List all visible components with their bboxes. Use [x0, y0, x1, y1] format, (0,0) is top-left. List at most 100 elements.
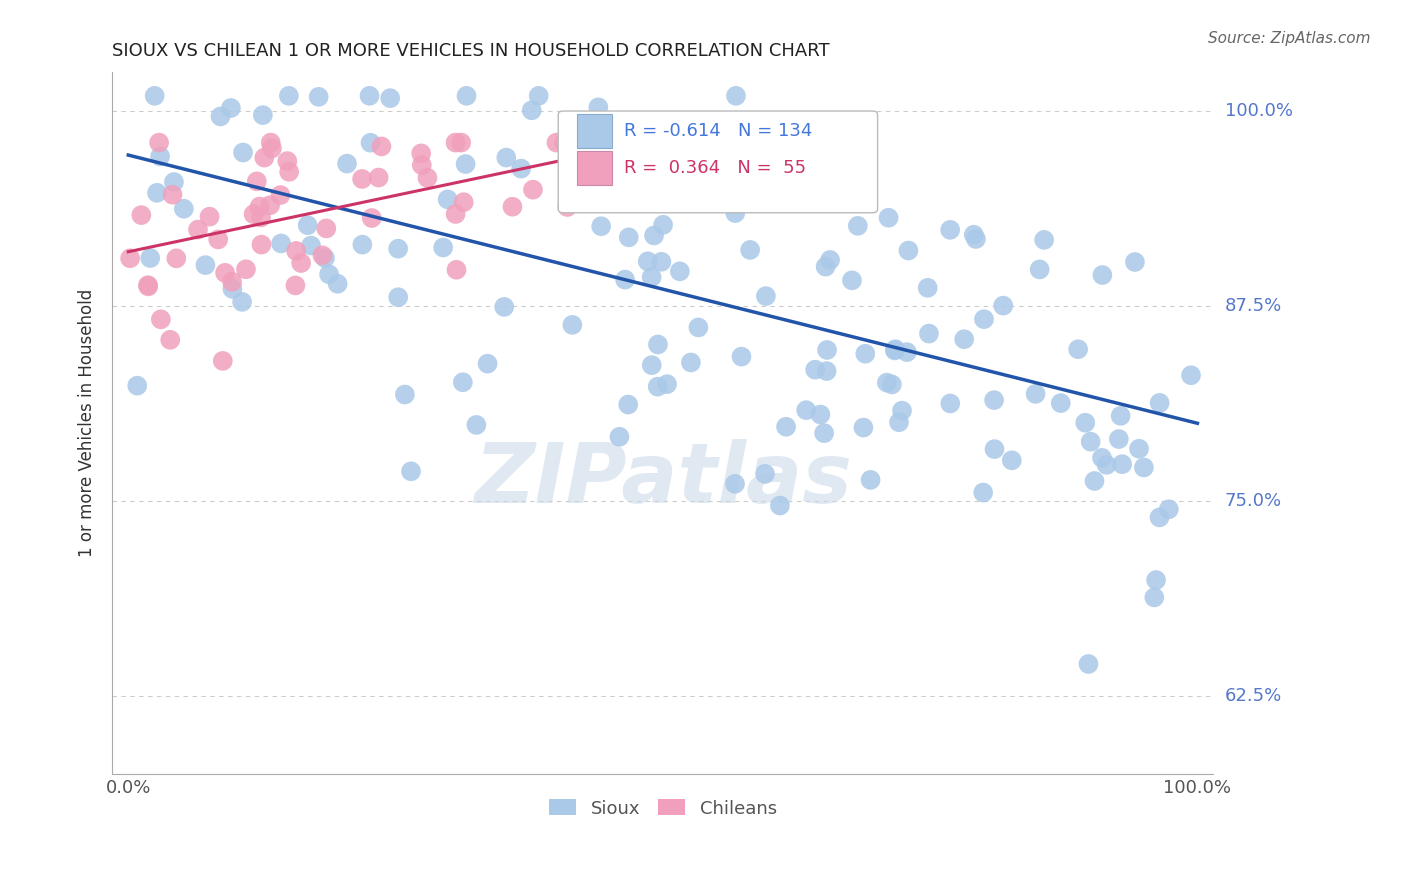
Point — [1128, 442, 1150, 456]
Point — [555, 200, 578, 214]
Point — [655, 377, 678, 392]
Point — [963, 227, 986, 242]
Point — [198, 210, 221, 224]
Point — [520, 103, 543, 118]
Point — [1001, 453, 1024, 467]
Point — [815, 364, 838, 378]
Point — [730, 350, 752, 364]
Point — [953, 332, 976, 346]
Point — [1074, 416, 1097, 430]
Point — [465, 417, 488, 432]
Point — [308, 90, 330, 104]
Point — [139, 251, 162, 265]
Point — [815, 343, 838, 357]
Point — [650, 254, 672, 268]
Point — [432, 240, 454, 254]
Point — [1091, 450, 1114, 465]
Point — [769, 499, 792, 513]
Point — [387, 290, 409, 304]
Point — [326, 277, 349, 291]
Point — [456, 88, 478, 103]
Text: ZIPatlas: ZIPatlas — [474, 439, 852, 520]
Point — [993, 299, 1015, 313]
Point — [270, 236, 292, 251]
Point — [411, 146, 433, 161]
Point — [159, 333, 181, 347]
Point — [883, 343, 905, 358]
Point — [887, 415, 910, 429]
Point — [501, 200, 523, 214]
Point — [553, 136, 575, 150]
Point — [214, 266, 236, 280]
Point — [640, 270, 662, 285]
FancyBboxPatch shape — [558, 111, 877, 213]
Point — [278, 165, 301, 179]
Point — [314, 251, 336, 265]
Point — [643, 228, 665, 243]
Point — [380, 91, 402, 105]
Point — [209, 110, 232, 124]
Point — [724, 206, 747, 220]
Point — [444, 207, 467, 221]
Point — [897, 244, 920, 258]
Point — [841, 273, 863, 287]
Point — [647, 337, 669, 351]
Point — [724, 88, 747, 103]
Point — [1091, 268, 1114, 282]
Point — [740, 243, 762, 257]
Point — [285, 244, 308, 258]
Point — [965, 232, 987, 246]
Point — [595, 136, 617, 150]
Point — [1083, 474, 1105, 488]
Point — [253, 151, 276, 165]
Point — [876, 376, 898, 390]
Point — [450, 136, 472, 150]
Point — [127, 378, 149, 392]
Point — [276, 154, 298, 169]
Text: Source: ZipAtlas.com: Source: ZipAtlas.com — [1208, 31, 1371, 46]
Point — [290, 256, 312, 270]
FancyBboxPatch shape — [576, 114, 612, 147]
Point — [231, 294, 253, 309]
Point — [973, 312, 995, 326]
Point — [647, 379, 669, 393]
Text: 100.0%: 100.0% — [1225, 103, 1292, 120]
Point — [896, 345, 918, 359]
Point — [853, 347, 876, 361]
Text: 62.5%: 62.5% — [1225, 687, 1282, 706]
Point — [249, 200, 271, 214]
Point — [1025, 387, 1047, 401]
Point — [277, 88, 299, 103]
Point — [813, 426, 835, 441]
Point — [591, 219, 613, 234]
Point — [1033, 233, 1056, 247]
Point — [359, 88, 381, 103]
Point — [884, 343, 907, 357]
Point — [586, 136, 609, 150]
Point — [336, 156, 359, 170]
Point — [669, 264, 692, 278]
Point — [311, 248, 333, 262]
Point — [250, 237, 273, 252]
Point — [399, 464, 422, 478]
Point — [641, 358, 664, 372]
Point — [446, 262, 468, 277]
Point — [269, 188, 291, 202]
Point — [352, 237, 374, 252]
Point — [494, 300, 516, 314]
Point — [1133, 460, 1156, 475]
Point — [495, 151, 517, 165]
Point — [1157, 502, 1180, 516]
Point — [352, 172, 374, 186]
Point — [221, 282, 243, 296]
Point — [510, 161, 533, 176]
Point — [477, 357, 499, 371]
Point — [679, 355, 702, 369]
Point — [1180, 368, 1202, 383]
Point — [1123, 255, 1146, 269]
Point — [260, 136, 283, 150]
Point — [972, 485, 994, 500]
Point — [187, 222, 209, 236]
Point — [232, 145, 254, 160]
Point — [149, 312, 172, 326]
